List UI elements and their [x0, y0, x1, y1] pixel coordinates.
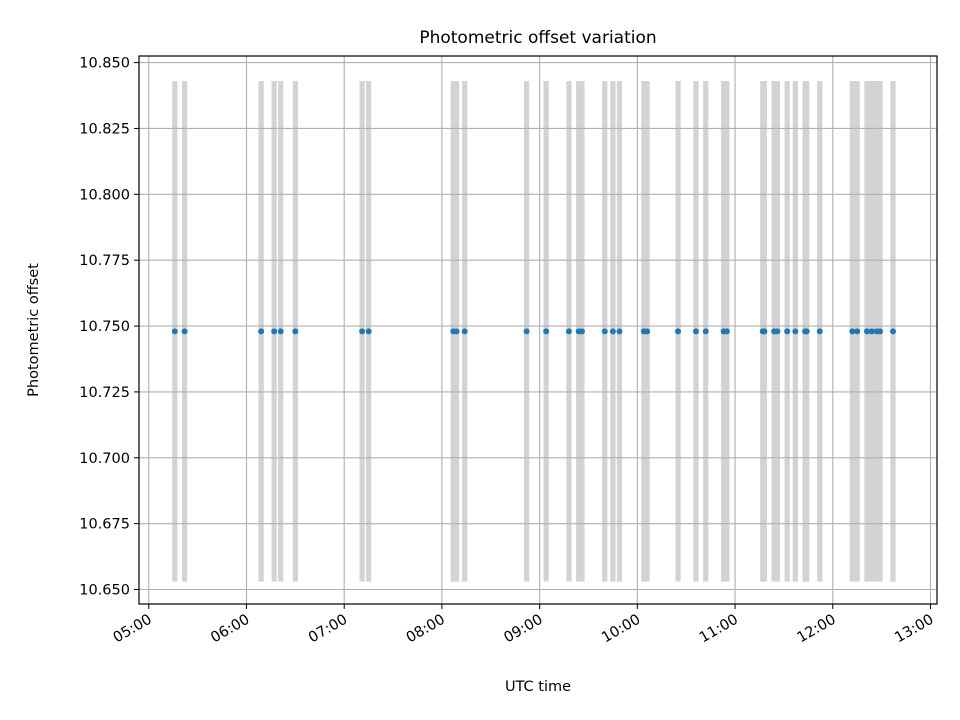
data-point-0-4: [277, 328, 284, 335]
data-point-0-16: [601, 328, 608, 335]
data-point-0-9: [453, 328, 460, 335]
data-point-0-0: [171, 328, 178, 335]
y-tick-label-0: 10.650: [79, 583, 130, 599]
y-tick-label-3: 10.725: [79, 385, 130, 401]
y-tick-label-1: 10.675: [79, 517, 130, 533]
data-point-0-29: [774, 328, 781, 335]
data-point-0-6: [359, 328, 366, 335]
data-point-0-25: [723, 328, 730, 335]
data-point-0-11: [523, 328, 530, 335]
chart-title: Photometric offset variation: [419, 28, 656, 48]
data-point-0-33: [803, 328, 810, 335]
data-point-0-7: [365, 328, 372, 335]
data-point-0-37: [863, 328, 870, 335]
data-point-0-38: [868, 328, 875, 335]
grid-group: [139, 56, 937, 604]
data-point-0-21: [675, 328, 682, 335]
y-tick-label-4: 10.750: [79, 319, 130, 335]
data-point-0-2: [258, 328, 265, 335]
data-point-0-12: [543, 328, 550, 335]
data-point-0-10: [461, 328, 468, 335]
data-point-0-17: [609, 328, 616, 335]
data-point-0-15: [578, 328, 585, 335]
y-tick-label-2: 10.700: [79, 451, 130, 467]
x-axis-label: UTC time: [505, 679, 571, 695]
data-point-0-31: [792, 328, 799, 335]
data-point-0-1: [181, 328, 188, 335]
data-point-0-18: [616, 328, 623, 335]
data-point-0-23: [702, 328, 709, 335]
y-tick-label-6: 10.800: [79, 187, 130, 203]
data-point-0-3: [271, 328, 278, 335]
data-point-0-27: [761, 328, 768, 335]
data-point-0-22: [692, 328, 699, 335]
data-point-0-30: [784, 328, 791, 335]
y-tick-label-8: 10.850: [79, 56, 130, 72]
plot-frame: [138, 55, 938, 605]
y-axis-label: Photometric offset: [26, 263, 42, 397]
y-axis-ticks: 10.650 10.675 10.700 10.725 10.750 10.775 10.8…: [79, 56, 139, 599]
data-point-0-20: [644, 328, 651, 335]
data-point-0-40: [877, 328, 883, 335]
data-point-0-41: [890, 328, 897, 335]
data-point-0-13: [565, 328, 572, 335]
y-tick-label-7: 10.825: [79, 121, 130, 137]
data-point-0-5: [292, 328, 299, 335]
y-tick-label-5: 10.775: [79, 253, 130, 269]
data-point-0-34: [816, 328, 823, 335]
data-point-0-35: [849, 328, 856, 335]
points-group: [171, 328, 897, 335]
data-point-0-36: [854, 328, 861, 335]
